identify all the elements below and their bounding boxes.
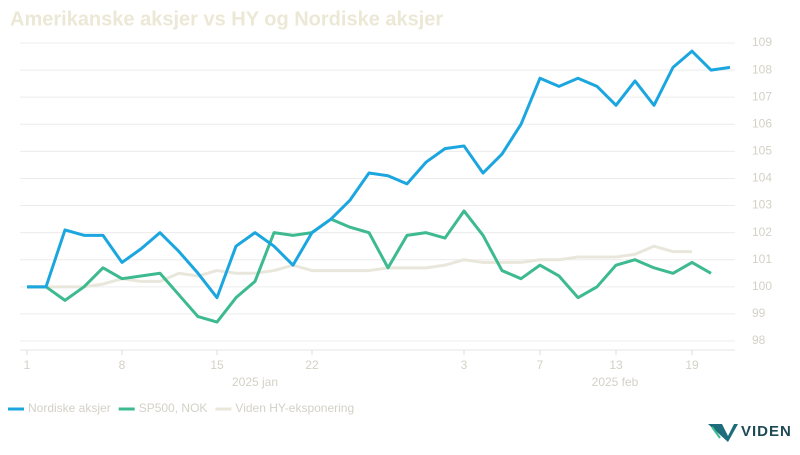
y-tick-label: 109 <box>752 35 772 49</box>
line-series <box>27 244 692 289</box>
y-tick-label: 101 <box>752 252 772 266</box>
x-tick-label: 1 <box>24 358 31 372</box>
x-tick-label: 15 <box>210 358 224 372</box>
chart-title: Amerikanske aksjer vs HY og Nordiske aks… <box>10 8 443 30</box>
y-tick-label: 105 <box>752 144 772 158</box>
logo-text: VIDEN <box>741 423 792 440</box>
x-tick-label: 8 <box>119 358 126 372</box>
legend-label: Viden HY-eksponering <box>235 401 354 415</box>
y-tick-label: 99 <box>752 306 766 320</box>
legend-label: Nordiske aksjer <box>28 401 111 415</box>
month-label: 2025 feb <box>592 375 639 389</box>
legend-label: SP500, NOK <box>139 401 208 415</box>
y-tick-label: 106 <box>752 116 772 130</box>
line-series <box>27 209 712 324</box>
x-tick-label: 19 <box>685 358 699 372</box>
y-tick-label: 98 <box>752 333 766 347</box>
y-tick-label: 107 <box>752 89 772 103</box>
x-tick-label: 3 <box>461 358 468 372</box>
y-tick-label: 102 <box>752 225 772 239</box>
logo-mark <box>708 424 738 442</box>
y-tick-label: 104 <box>752 171 772 185</box>
month-label: 2025 jan <box>232 375 278 389</box>
y-tick-label: 103 <box>752 198 772 212</box>
x-tick-label: 13 <box>609 358 623 372</box>
x-tick-label: 22 <box>305 358 319 372</box>
logo-mark <box>711 426 721 439</box>
x-tick-label: 7 <box>537 358 544 372</box>
y-tick-label: 108 <box>752 62 772 76</box>
line-series <box>27 49 731 300</box>
logo: VIDEN <box>708 423 792 442</box>
y-tick-label: 100 <box>752 279 772 293</box>
